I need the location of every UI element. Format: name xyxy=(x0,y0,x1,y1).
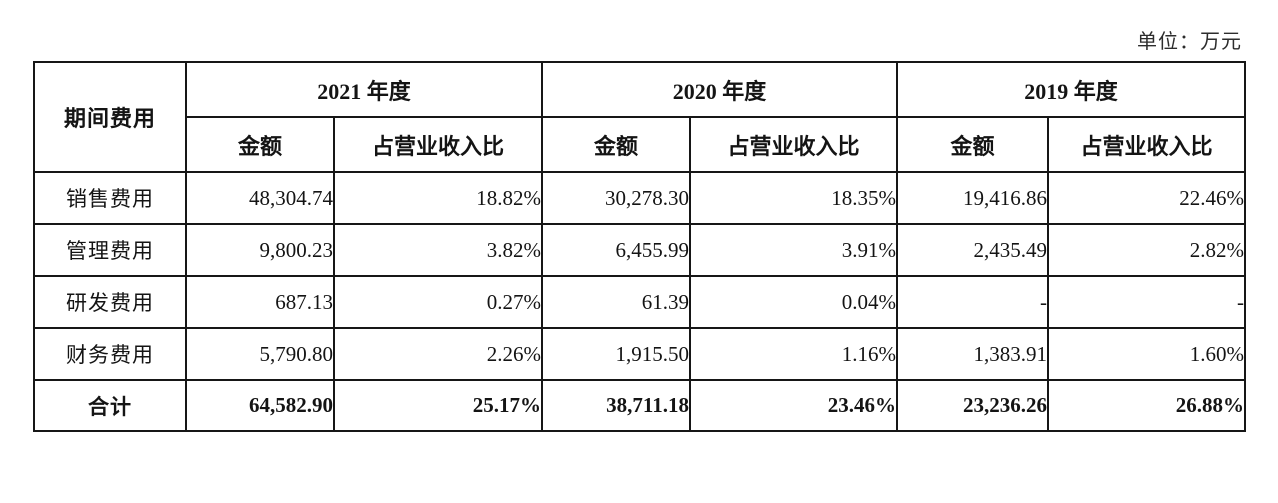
row-label-total: 合计 xyxy=(33,379,187,432)
cell-admin-2019-ratio: 2.82% xyxy=(1047,223,1247,277)
row-label-finance-expense: 财务费用 xyxy=(33,327,187,381)
cell-total-2021-ratio: 25.17% xyxy=(332,379,544,432)
amount-header-2020: 金额 xyxy=(541,116,692,173)
cell-sales-2021-ratio: 18.82% xyxy=(332,171,544,225)
ratio-header-2020: 占营业收入比 xyxy=(689,116,899,173)
cell-rd-2021-amount: 687.13 xyxy=(185,275,335,329)
cell-total-2019-ratio: 26.88% xyxy=(1047,379,1247,432)
unit-label: 单位：万元 xyxy=(1137,31,1242,53)
header-year-row: 期间费用 2021 年度 2020 年度 2019 年度 xyxy=(33,61,1247,173)
cell-finance-2019-amount: 1,383.91 xyxy=(896,327,1050,381)
amount-header-2019: 金额 xyxy=(896,116,1050,173)
table-row-admin-expense: 管理费用 9,800.23 3.82% 6,455.99 3.91% 2,435… xyxy=(33,223,1247,277)
cell-admin-2020-amount: 6,455.99 xyxy=(541,223,692,277)
table-row-sales-expense: 销售费用 48,304.74 18.82% 30,278.30 18.35% 1… xyxy=(33,171,1247,225)
cell-finance-2021-ratio: 2.26% xyxy=(332,327,544,381)
cell-total-2021-amount: 64,582.90 xyxy=(185,379,335,432)
amount-header-2021: 金额 xyxy=(185,116,335,173)
cell-admin-2021-amount: 9,800.23 xyxy=(185,223,335,277)
cell-admin-2019-amount: 2,435.49 xyxy=(896,223,1050,277)
year-header-2019: 2019 年度 xyxy=(896,61,1247,118)
ratio-header-2021: 占营业收入比 xyxy=(332,116,544,173)
year-header-2020: 2020 年度 xyxy=(541,61,899,118)
cell-sales-2020-amount: 30,278.30 xyxy=(541,171,692,225)
cell-sales-2020-ratio: 18.35% xyxy=(689,171,899,225)
cell-total-2020-ratio: 23.46% xyxy=(689,379,899,432)
row-label-admin-expense: 管理费用 xyxy=(33,223,187,277)
cell-rd-2019-amount: - xyxy=(896,275,1050,329)
cell-sales-2019-ratio: 22.46% xyxy=(1047,171,1247,225)
cell-sales-2021-amount: 48,304.74 xyxy=(185,171,335,225)
cell-finance-2020-ratio: 1.16% xyxy=(689,327,899,381)
ratio-header-2019: 占营业收入比 xyxy=(1047,116,1247,173)
cell-finance-2021-amount: 5,790.80 xyxy=(185,327,335,381)
cell-rd-2020-ratio: 0.04% xyxy=(689,275,899,329)
period-expense-table: 期间费用 2021 年度 2020 年度 2019 年度 金额 占营业收入比 金… xyxy=(33,61,1247,432)
table-row-total: 合计 64,582.90 25.17% 38,711.18 23.46% 23,… xyxy=(33,379,1247,432)
row-label-sales-expense: 销售费用 xyxy=(33,171,187,225)
cell-rd-2019-ratio: - xyxy=(1047,275,1247,329)
cell-finance-2019-ratio: 1.60% xyxy=(1047,327,1247,381)
cell-total-2020-amount: 38,711.18 xyxy=(541,379,692,432)
cell-finance-2020-amount: 1,915.50 xyxy=(541,327,692,381)
cell-admin-2021-ratio: 3.82% xyxy=(332,223,544,277)
cell-rd-2020-amount: 61.39 xyxy=(541,275,692,329)
table-row-rd-expense: 研发费用 687.13 0.27% 61.39 0.04% - - xyxy=(33,275,1247,329)
document-page: 单位：万元 期间费用 2021 年度 2020 年度 2019 年度 金额 占营… xyxy=(33,25,1247,432)
table-row-finance-expense: 财务费用 5,790.80 2.26% 1,915.50 1.16% 1,383… xyxy=(33,327,1247,381)
header-sub-row: 金额 占营业收入比 金额 占营业收入比 金额 占营业收入比 xyxy=(34,116,1247,173)
corner-header-period-expense: 期间费用 xyxy=(33,61,187,173)
cell-total-2019-amount: 23,236.26 xyxy=(896,379,1050,432)
cell-rd-2021-ratio: 0.27% xyxy=(332,275,544,329)
cell-sales-2019-amount: 19,416.86 xyxy=(896,171,1050,225)
cell-admin-2020-ratio: 3.91% xyxy=(689,223,899,277)
row-label-rd-expense: 研发费用 xyxy=(33,275,187,329)
year-header-2021: 2021 年度 xyxy=(184,61,544,118)
